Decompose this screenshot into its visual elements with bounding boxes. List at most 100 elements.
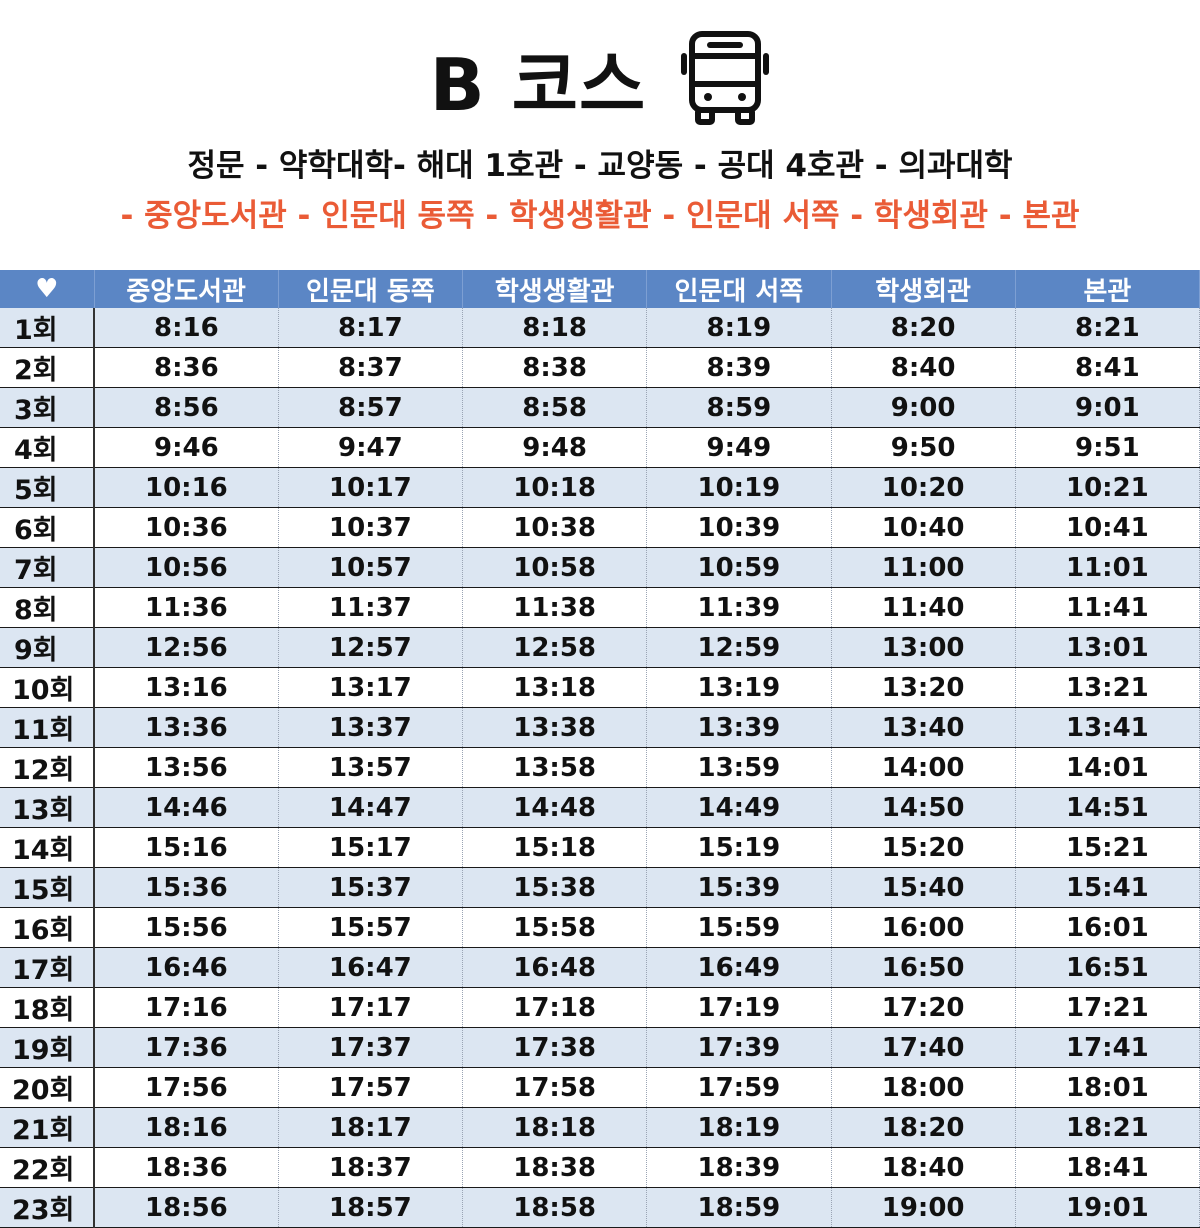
time-cell: 13:00	[831, 627, 1016, 668]
run-label: 18회	[0, 987, 95, 1028]
time-cell: 18:57	[278, 1187, 464, 1228]
time-cell: 8:37	[278, 347, 464, 388]
time-cell: 9:00	[831, 387, 1016, 428]
time-cell: 18:16	[94, 1107, 279, 1148]
header: B 코스 정문 - 약학대학- 해대 1호관 - 교양동 - 공대 4호관 - …	[0, 0, 1200, 268]
time-cell: 8:36	[94, 347, 279, 388]
run-label: 9회	[0, 627, 95, 668]
time-cell: 15:21	[1015, 827, 1200, 868]
time-cell: 8:38	[462, 347, 648, 388]
time-cell: 17:56	[94, 1067, 279, 1108]
run-label: 4회	[0, 427, 95, 468]
time-cell: 11:41	[1015, 587, 1200, 628]
time-cell: 16:47	[278, 947, 464, 988]
time-cell: 15:37	[278, 867, 464, 908]
time-cell: 12:56	[94, 627, 279, 668]
time-cell: 17:20	[831, 987, 1016, 1028]
time-cell: 8:41	[1015, 347, 1200, 388]
time-cell: 15:40	[831, 867, 1016, 908]
time-cell: 9:50	[831, 427, 1016, 468]
time-cell: 17:18	[462, 987, 648, 1028]
time-cell: 15:57	[278, 907, 464, 948]
time-cell: 19:01	[1015, 1187, 1200, 1228]
time-cell: 18:00	[831, 1067, 1016, 1108]
time-cell: 10:36	[94, 507, 279, 548]
header-row: ♥ 중앙도서관 인문대 동쪽 학생생활관 인문대 서쪽 학생회관 본관	[0, 270, 1200, 308]
heart-icon: ♥	[0, 270, 95, 308]
time-cell: 18:36	[94, 1147, 279, 1188]
table-row: 5회 10:16 10:17 10:18 10:19 10:20 10:21	[0, 467, 1200, 508]
time-cell: 18:40	[831, 1147, 1016, 1188]
time-cell: 14:01	[1015, 747, 1200, 788]
time-cell: 10:59	[646, 547, 832, 588]
time-cell: 10:17	[278, 467, 464, 508]
time-cell: 13:17	[278, 667, 464, 708]
time-cell: 10:16	[94, 467, 279, 508]
time-cell: 17:39	[646, 1027, 832, 1068]
time-cell: 10:21	[1015, 467, 1200, 508]
time-cell: 17:59	[646, 1067, 832, 1108]
table-row: 17회 16:46 16:47 16:48 16:49 16:50 16:51	[0, 947, 1200, 988]
time-cell: 9:49	[646, 427, 832, 468]
table-row: 9회 12:56 12:57 12:58 12:59 13:00 13:01	[0, 627, 1200, 668]
time-cell: 13:20	[831, 667, 1016, 708]
time-cell: 10:19	[646, 467, 832, 508]
time-cell: 15:41	[1015, 867, 1200, 908]
run-label: 13회	[0, 787, 95, 828]
time-cell: 18:18	[462, 1107, 648, 1148]
route-line-1: 정문 - 약학대학- 해대 1호관 - 교양동 - 공대 4호관 - 의과대학	[187, 148, 1013, 184]
time-cell: 8:21	[1015, 308, 1200, 348]
time-cell: 11:39	[646, 587, 832, 628]
table-row: 18회 17:16 17:17 17:18 17:19 17:20 17:21	[0, 987, 1200, 1028]
run-label: 6회	[0, 507, 95, 548]
route-line-2: - 중앙도서관 - 인문대 동쪽 - 학생생활관 - 인문대 서쪽 - 학생회관…	[120, 198, 1080, 234]
time-cell: 14:00	[831, 747, 1016, 788]
time-cell: 13:57	[278, 747, 464, 788]
time-cell: 18:59	[646, 1187, 832, 1228]
column-header: 본관	[1015, 270, 1200, 308]
time-cell: 19:00	[831, 1187, 1016, 1228]
time-cell: 9:46	[94, 427, 279, 468]
time-cell: 12:58	[462, 627, 648, 668]
title-row: B 코스	[0, 28, 1200, 128]
time-cell: 13:40	[831, 707, 1016, 748]
time-cell: 10:37	[278, 507, 464, 548]
table-row: 21회 18:16 18:17 18:18 18:19 18:20 18:21	[0, 1107, 1200, 1148]
time-cell: 13:58	[462, 747, 648, 788]
time-cell: 15:16	[94, 827, 279, 868]
run-label: 19회	[0, 1027, 95, 1068]
timetable: ♥ 중앙도서관 인문대 동쪽 학생생활관 인문대 서쪽 학생회관 본관 1회 8:…	[0, 270, 1200, 1228]
time-cell: 17:40	[831, 1027, 1016, 1068]
time-cell: 10:40	[831, 507, 1016, 548]
time-cell: 15:19	[646, 827, 832, 868]
time-cell: 8:56	[94, 387, 279, 428]
time-cell: 18:41	[1015, 1147, 1200, 1188]
run-label: 10회	[0, 667, 95, 708]
time-cell: 14:47	[278, 787, 464, 828]
time-cell: 18:56	[94, 1187, 279, 1228]
time-cell: 17:16	[94, 987, 279, 1028]
time-cell: 8:18	[462, 308, 648, 348]
time-cell: 13:56	[94, 747, 279, 788]
column-header: 중앙도서관	[94, 270, 279, 308]
time-cell: 8:57	[278, 387, 464, 428]
time-cell: 11:00	[831, 547, 1016, 588]
time-cell: 10:39	[646, 507, 832, 548]
run-label: 21회	[0, 1107, 95, 1148]
table-row: 2회 8:36 8:37 8:38 8:39 8:40 8:41	[0, 347, 1200, 388]
run-label: 8회	[0, 587, 95, 628]
time-cell: 11:38	[462, 587, 648, 628]
time-cell: 13:41	[1015, 707, 1200, 748]
time-cell: 10:38	[462, 507, 648, 548]
column-header: 인문대 서쪽	[646, 270, 832, 308]
time-cell: 18:19	[646, 1107, 832, 1148]
time-cell: 18:21	[1015, 1107, 1200, 1148]
time-cell: 16:49	[646, 947, 832, 988]
time-cell: 17:19	[646, 987, 832, 1028]
bus-icon	[681, 31, 770, 125]
time-cell: 15:39	[646, 867, 832, 908]
time-cell: 14:46	[94, 787, 279, 828]
table-row: 14회 15:16 15:17 15:18 15:19 15:20 15:21	[0, 827, 1200, 868]
time-cell: 15:58	[462, 907, 648, 948]
time-cell: 9:51	[1015, 427, 1200, 468]
